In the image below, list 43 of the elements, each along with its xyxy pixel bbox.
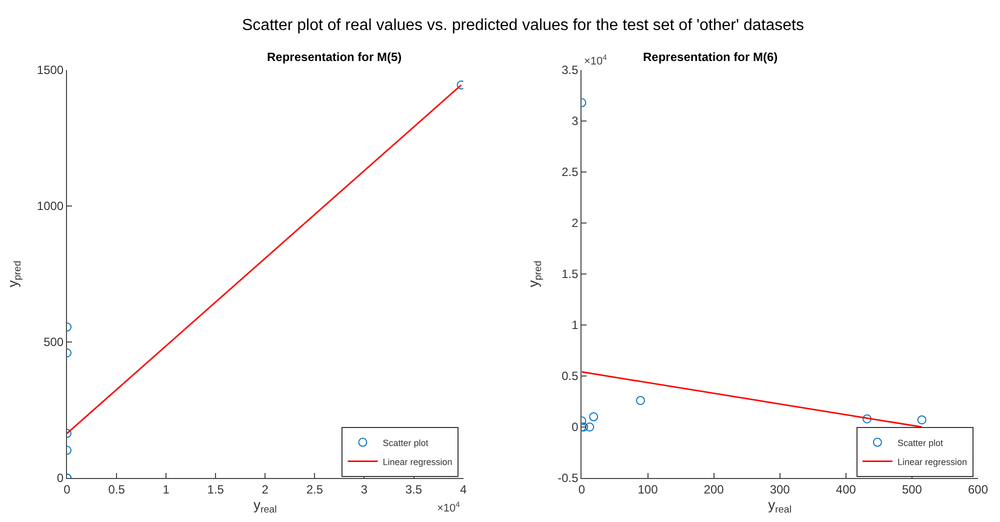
y-tick-label: 0.5 <box>562 369 579 384</box>
x-tick-label: 1 <box>162 482 170 496</box>
point <box>862 414 872 424</box>
y-tick-label: 3 <box>572 114 579 128</box>
legend-label: Linear regression <box>382 456 452 467</box>
y-tick-label: 0 <box>572 420 579 434</box>
x-tick-label: 500 <box>902 482 922 496</box>
text: ×10$^{4}$ <box>437 500 461 515</box>
x-tick-label: 100 <box>638 482 658 496</box>
x-tick-label: 400 <box>836 482 856 496</box>
legend-label: Linear regression <box>897 456 967 467</box>
legend-label: Scatter plot <box>382 438 429 448</box>
point <box>589 412 598 422</box>
y-tick-label: -0.5 <box>558 471 579 486</box>
x-tick-label: 600 <box>968 482 988 496</box>
x-tick-label: 2.5 <box>306 482 324 496</box>
x-tick-label: 0.5 <box>108 482 126 496</box>
y-tick-label: 1000 <box>36 199 64 214</box>
legend-label: Scatter plot <box>897 438 944 448</box>
y-tick-label: 1500 <box>36 63 64 78</box>
y-tick-label: 0 <box>56 471 64 486</box>
x-tick-label: 300 <box>770 482 790 496</box>
x-tick-label: 2 <box>262 482 269 496</box>
x-axis-title: y$_{real}$ <box>253 496 277 516</box>
y-tick-label: 2 <box>572 216 579 230</box>
y-tick-label: 3.5 <box>562 63 579 78</box>
x-tick-label: 200 <box>704 482 724 496</box>
x-tick-label: 1.5 <box>207 482 224 496</box>
point <box>917 415 926 424</box>
point <box>585 422 594 432</box>
chart-title: Representation for M(6) <box>643 50 778 64</box>
y-tick-label: 1 <box>572 318 579 332</box>
x-tick-label: 3.5 <box>405 482 422 496</box>
y-tick-label: 1.5 <box>562 267 579 282</box>
text: Scatter plot of real values vs. predicted values for the test set of 'other' datasets <box>242 17 804 34</box>
y-tick-label: 2.5 <box>562 165 579 180</box>
chart-title: Representation for M(5) <box>267 50 402 64</box>
text: ×10$^{4}$ <box>584 53 608 68</box>
x-axis-title: y$_{real}$ <box>768 496 792 516</box>
x-tick-label: 4 <box>460 482 467 496</box>
x-tick-label: 3 <box>360 482 368 496</box>
point <box>636 396 645 405</box>
y-tick-label: 500 <box>44 335 64 350</box>
